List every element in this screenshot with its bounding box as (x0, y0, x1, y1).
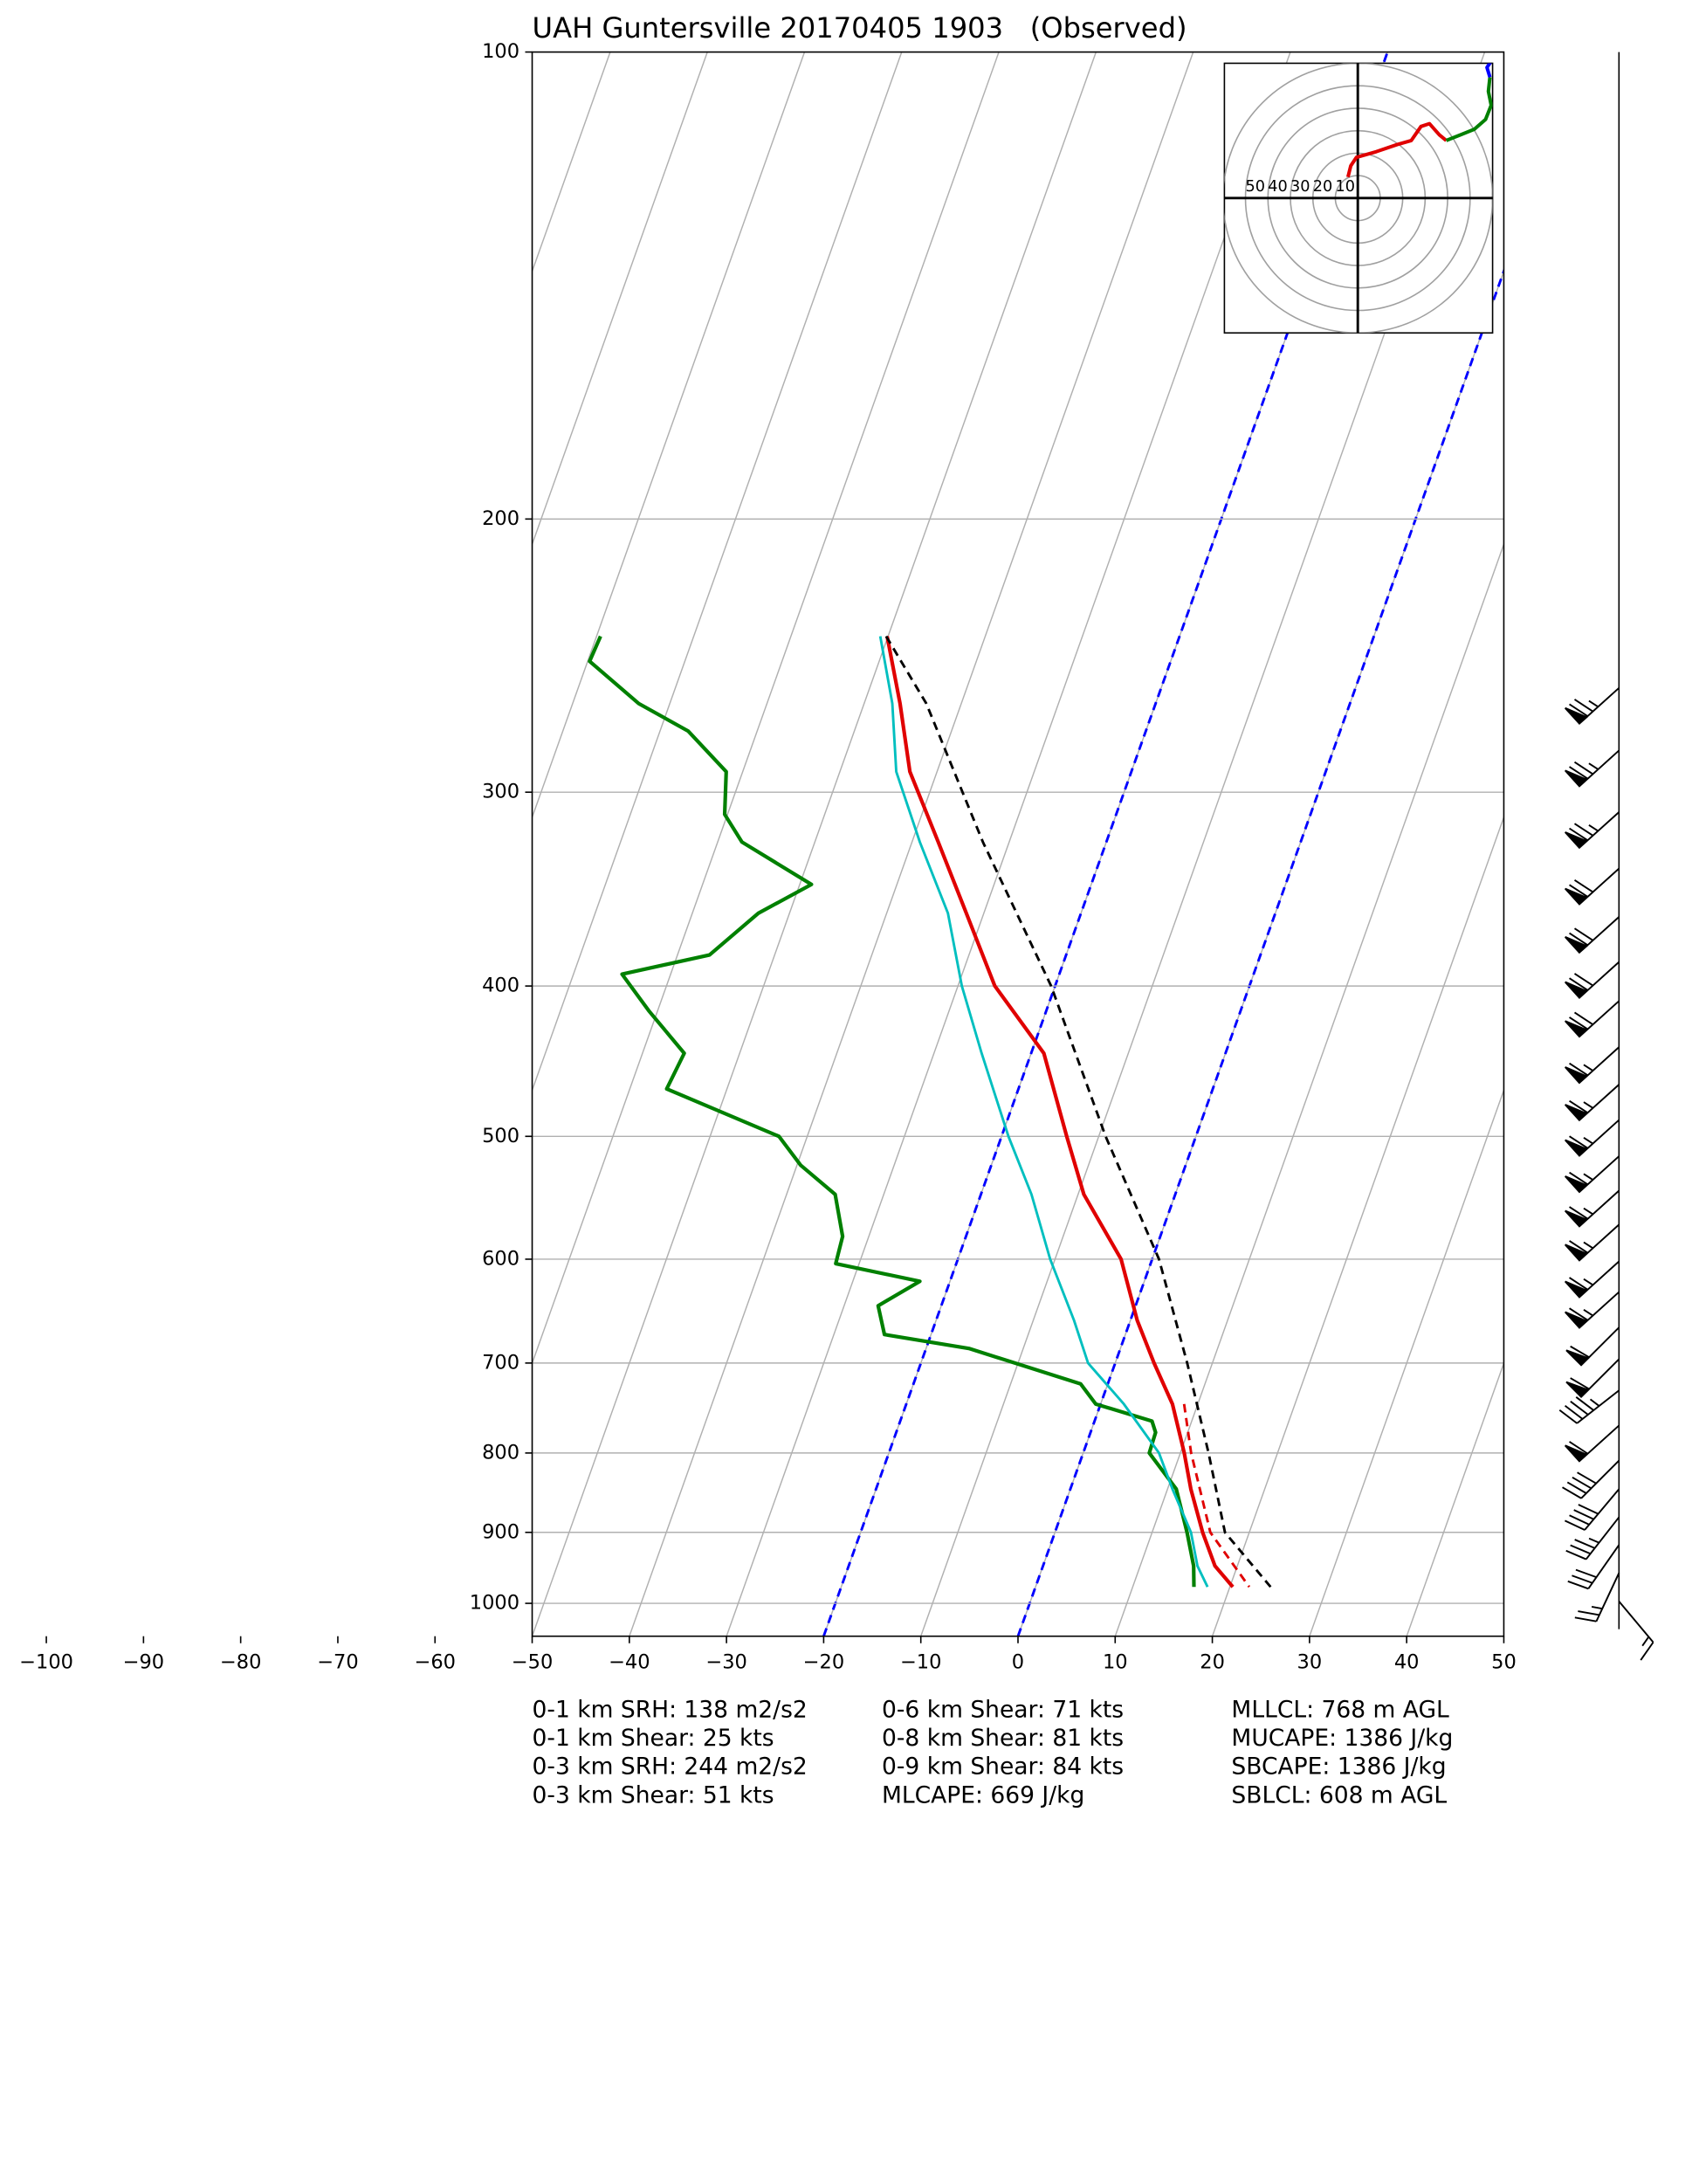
isotherm (532, 52, 903, 1092)
x-tick-label: 40 (1394, 1651, 1420, 1674)
profile-line (885, 636, 1235, 1588)
isotherm (629, 52, 1194, 1636)
wind-barb (1565, 1291, 1620, 1329)
wind-barb (1565, 1119, 1620, 1157)
wind-barb (1565, 916, 1620, 954)
x-tick-label: −30 (705, 1651, 746, 1674)
stat-line: MLCAPE: 669 J/kg (882, 1781, 1084, 1809)
y-tick-label: 600 (482, 1247, 519, 1270)
x-tick-label: −20 (803, 1651, 844, 1674)
isotherm (532, 52, 1000, 1366)
hodograph-ring-label: 30 (1290, 178, 1310, 196)
isotherm (726, 52, 1291, 1636)
profile-line (878, 636, 1209, 1588)
isotherm (532, 52, 708, 547)
y-tick-label: 300 (482, 781, 519, 803)
isotherm (1114, 542, 1504, 1636)
wind-barb (1567, 1544, 1620, 1590)
x-tick-label: −60 (414, 1651, 455, 1674)
x-tick-label: −10 (900, 1651, 941, 1674)
grid-layer (532, 52, 1504, 1636)
wind-barb (1565, 867, 1620, 906)
x-tick-label: 20 (1200, 1651, 1225, 1674)
x-tick-label: 30 (1297, 1651, 1323, 1674)
axis-layer: −100 −90 −80 −70 −60 −50 −40 −30 −20 −10 0 10 20 30 40… (19, 40, 1517, 1674)
hodograph-trace (1485, 63, 1492, 78)
stat-line: MUCAPE: 1386 J/kg (1231, 1725, 1453, 1752)
stat-line: 0-3 km Shear: 51 kts (533, 1781, 774, 1809)
wind-barb (1565, 961, 1620, 999)
isotherm (1211, 815, 1504, 1636)
isotherm (1406, 1361, 1504, 1636)
y-tick-label: 900 (482, 1520, 519, 1543)
hodograph-ring-label: 10 (1335, 178, 1355, 196)
stat-line: 0-8 km Shear: 81 kts (882, 1725, 1124, 1752)
stat-line: 0-9 km Shear: 84 kts (882, 1753, 1124, 1781)
y-tick-label: 100 (482, 40, 519, 63)
wind-barb (1565, 1260, 1620, 1299)
stat-line: 0-1 km SRH: 138 m2/s2 (533, 1696, 808, 1723)
profile-line (1182, 1403, 1251, 1588)
x-tick-label: −80 (220, 1651, 261, 1674)
y-tick-label: 500 (482, 1125, 519, 1147)
wind-barb (1574, 1572, 1620, 1622)
wind-barb (1565, 1488, 1620, 1531)
x-tick-label: −70 (317, 1651, 358, 1674)
x-tick-label: −100 (19, 1651, 73, 1674)
wind-barb (1562, 1459, 1620, 1499)
x-tick-label: 0 (1012, 1651, 1024, 1674)
wind-barb (1565, 687, 1620, 726)
wind-barb (1558, 1389, 1620, 1424)
isotherm (532, 52, 806, 820)
stat-line: SBCAPE: 1386 J/kg (1231, 1753, 1446, 1781)
stat-line: 0-1 km Shear: 25 kts (533, 1725, 774, 1752)
profile-layer (588, 635, 1272, 1588)
wind-barb (1565, 1326, 1620, 1367)
wind-barb (1565, 1424, 1620, 1463)
x-tick-label: −50 (512, 1651, 553, 1674)
wind-barb (1565, 1358, 1620, 1399)
wind-barb (1565, 1155, 1620, 1194)
stat-line: MLLCL: 768 m AGL (1231, 1696, 1449, 1723)
wind-barb (1565, 1000, 1620, 1038)
y-tick-label: 1000 (470, 1592, 519, 1615)
wind-barb (1565, 811, 1620, 850)
wind-barb (1565, 749, 1620, 788)
stat-line: SBLCL: 608 m AGL (1231, 1781, 1447, 1809)
x-tick-label: 50 (1491, 1651, 1517, 1674)
hodograph-trace (1345, 121, 1448, 178)
hodograph-ring-label: 40 (1268, 178, 1288, 196)
isotherm (1309, 1088, 1504, 1636)
isotherm (532, 52, 1097, 1636)
wind-barb (1565, 1046, 1620, 1085)
x-tick-label: −90 (123, 1651, 164, 1674)
y-tick-label: 700 (482, 1351, 519, 1374)
y-tick-label: 400 (482, 975, 519, 997)
hodograph-ring-label: 50 (1246, 178, 1266, 196)
wind-barb (1565, 1223, 1620, 1262)
x-tick-label: −40 (609, 1651, 650, 1674)
stats-block: 0-1 km SRH: 138 m2/s20-1 km Shear: 25 kt… (533, 1696, 1454, 1809)
wind-barb (1565, 1189, 1620, 1228)
hodograph-trace (1445, 77, 1493, 142)
stat-line: 0-3 km SRH: 244 m2/s2 (533, 1753, 808, 1781)
hodograph-ring-label: 20 (1313, 178, 1333, 196)
wind-barb (1565, 1084, 1620, 1122)
y-tick-label: 800 (482, 1441, 519, 1464)
chart-title: UAH Guntersville 20170405 1903 (Observed… (533, 11, 1187, 45)
wind-barb (1565, 1516, 1620, 1560)
profile-line (588, 635, 1196, 1588)
barb-layer (1558, 687, 1654, 1661)
x-tick-label: 10 (1103, 1651, 1128, 1674)
y-tick-label: 200 (482, 507, 519, 530)
wind-barb (1618, 1601, 1654, 1661)
stat-line: 0-6 km Shear: 71 kts (882, 1696, 1124, 1723)
